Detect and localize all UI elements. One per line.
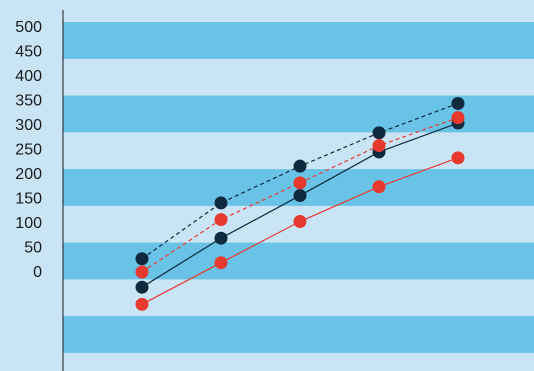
y-tick-label: 100 (15, 215, 42, 232)
data-point (451, 96, 465, 110)
grid-band (63, 242, 534, 280)
data-point (135, 280, 149, 294)
series-points (135, 96, 465, 311)
data-point (214, 231, 228, 245)
series-line-3 (141, 117, 459, 273)
y-tick-label: 500 (15, 19, 42, 36)
data-point (293, 215, 307, 229)
data-point (214, 256, 228, 270)
y-tick-label: 50 (24, 240, 42, 257)
data-point (451, 111, 465, 125)
data-point (135, 252, 149, 266)
y-tick-label: 400 (15, 68, 42, 85)
y-tick-label: 250 (15, 142, 42, 159)
data-point (135, 297, 149, 311)
y-tick-label: 300 (15, 117, 42, 134)
data-point (293, 189, 307, 203)
data-point (293, 176, 307, 190)
y-tick-label: 350 (15, 93, 42, 110)
data-point (214, 213, 228, 227)
data-point (372, 126, 386, 140)
data-point (293, 159, 307, 173)
data-point (372, 139, 386, 153)
y-tick-label: 0 (33, 264, 42, 281)
y-tick-label: 150 (15, 191, 42, 208)
y-tick-label: 450 (15, 44, 42, 61)
data-point (451, 151, 465, 165)
y-tick-label: 200 (15, 166, 42, 183)
grid-band (63, 316, 534, 353)
data-point (135, 265, 149, 279)
data-point (372, 180, 386, 194)
data-point (214, 196, 228, 210)
grid-band (63, 22, 534, 59)
